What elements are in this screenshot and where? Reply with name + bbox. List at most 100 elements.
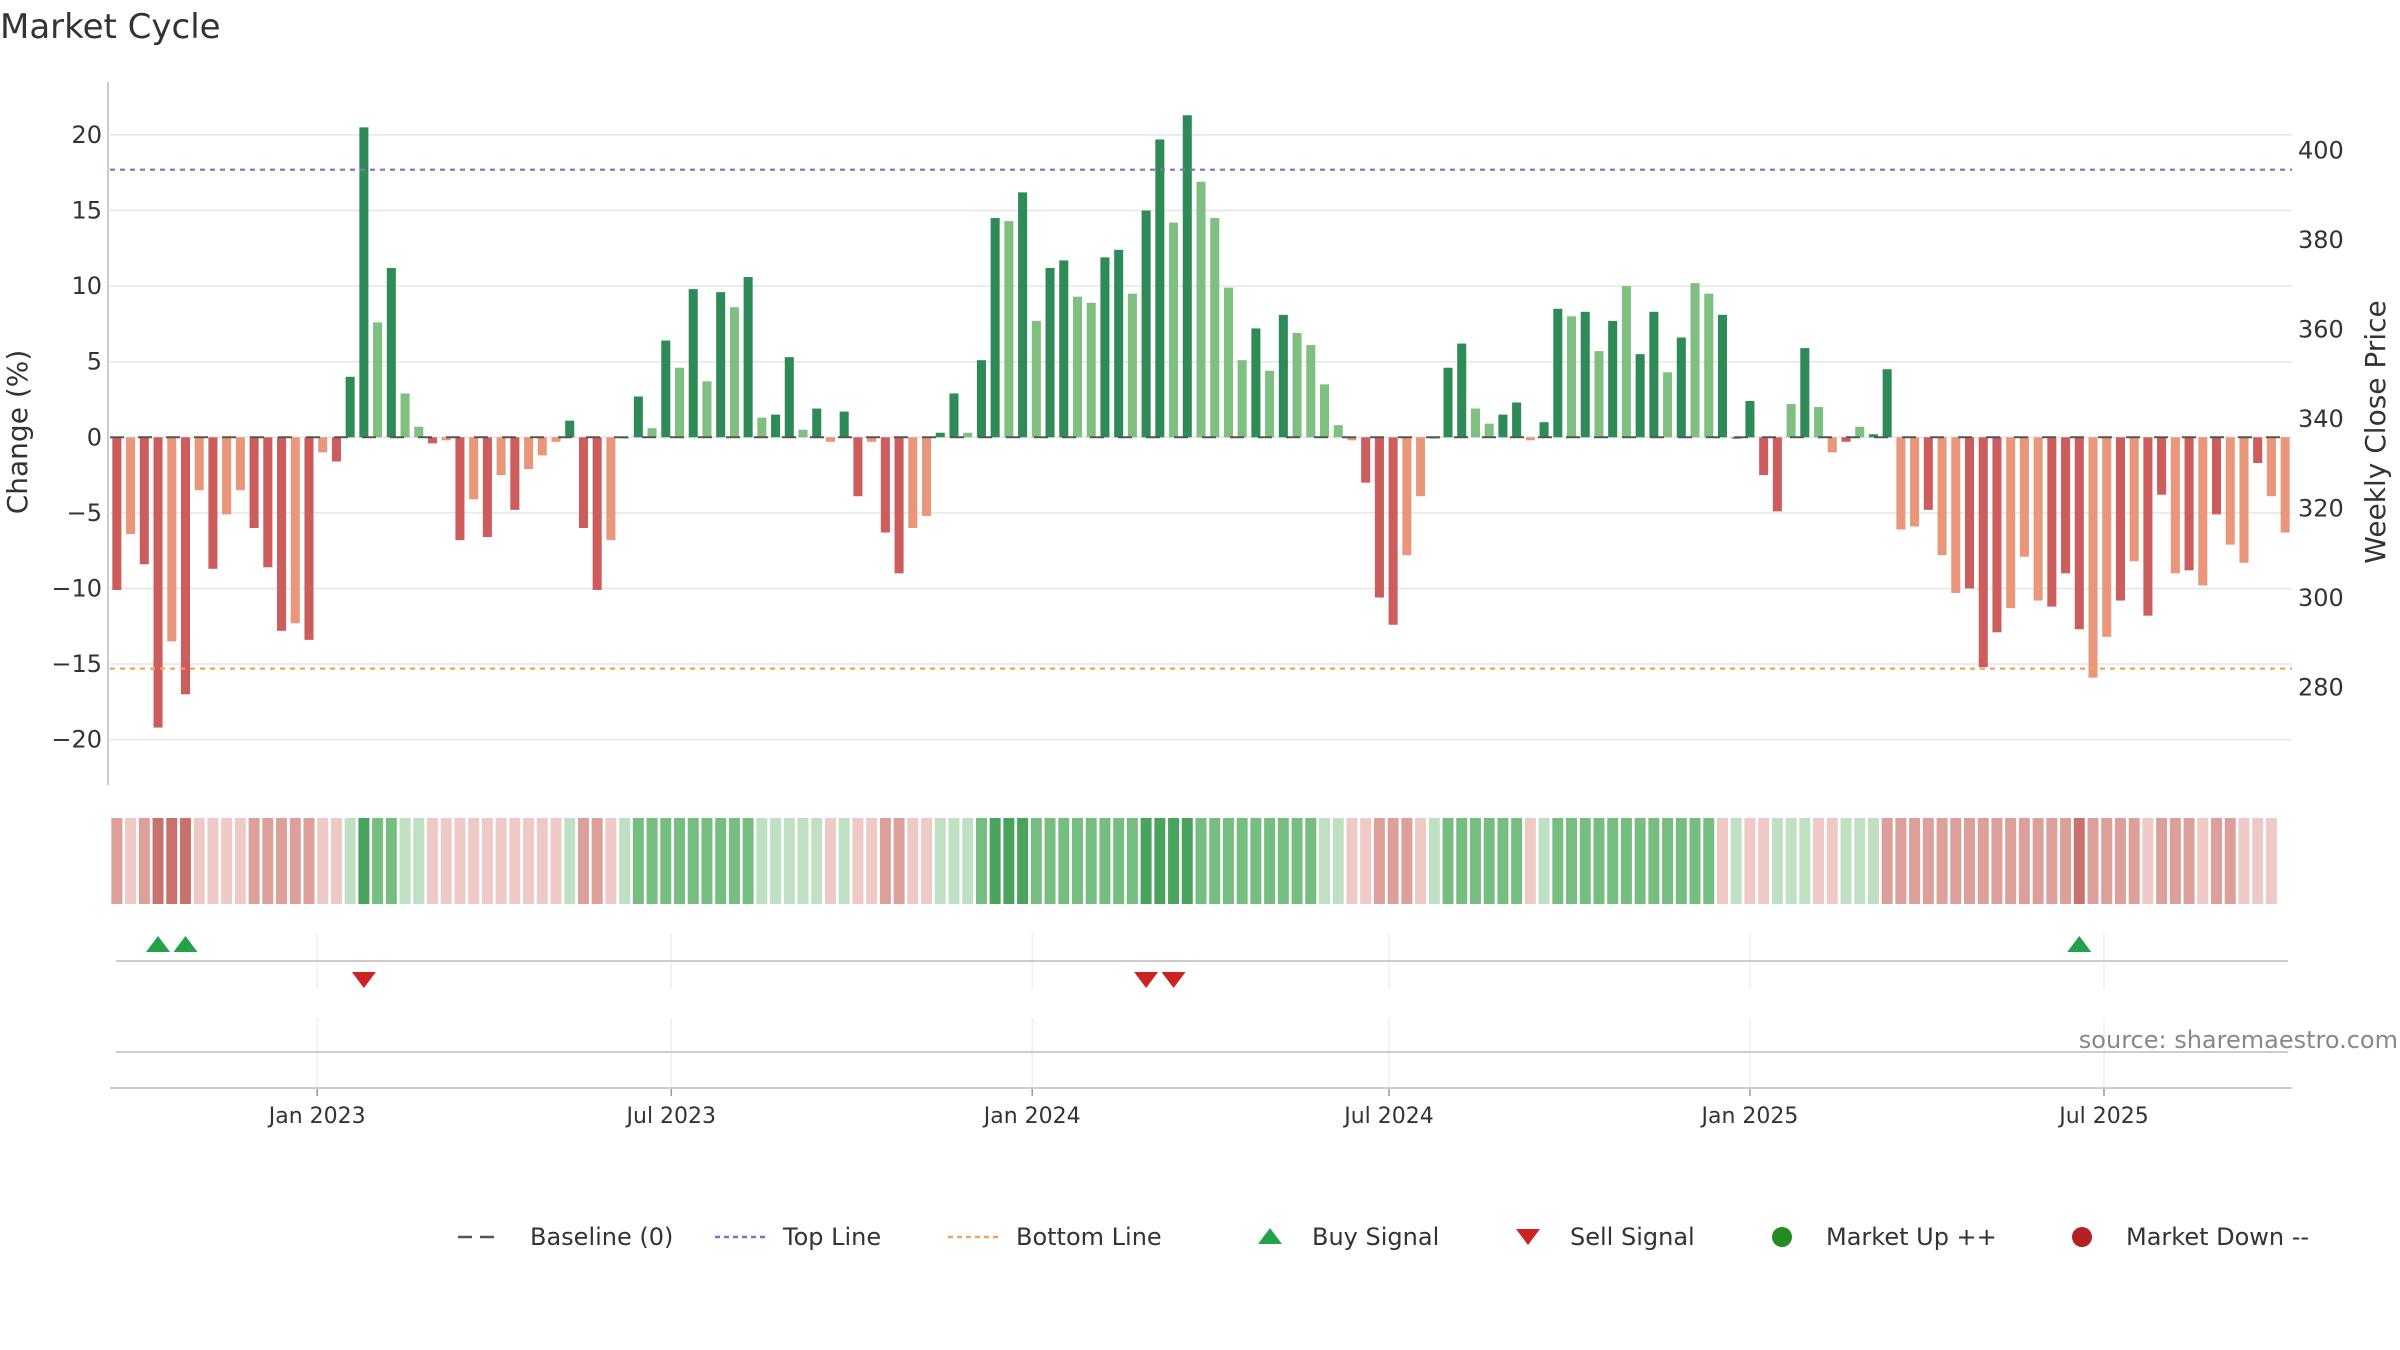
heat-cell (1044, 818, 1056, 904)
heat-cell (2101, 818, 2113, 904)
bar (1978, 437, 1988, 668)
heat-cell (207, 818, 219, 904)
bar (1814, 407, 1824, 438)
bar (482, 437, 492, 538)
heat-cell (1346, 818, 1358, 904)
bar (1512, 402, 1522, 438)
heat-cell (1620, 818, 1632, 904)
heat-cell (385, 818, 397, 904)
heat-cell (262, 818, 274, 904)
bar (126, 437, 136, 535)
heat-cell (1785, 818, 1797, 904)
signal-track (116, 933, 2288, 988)
heat-cell (1401, 818, 1413, 904)
bar (1951, 437, 1961, 593)
bar (633, 396, 643, 438)
heat-cell (1730, 818, 1742, 904)
bar (1621, 286, 1631, 438)
heat-cell (756, 818, 768, 904)
legend-item-sell: Sell Signal (1516, 1223, 1695, 1251)
heat-cell (138, 818, 150, 904)
y2-tick-label: 280 (2298, 673, 2344, 701)
heat-cell (179, 818, 191, 904)
heat-cell (1017, 818, 1029, 904)
heat-cell (1222, 818, 1234, 904)
heat-cell (1058, 818, 1070, 904)
source-note: source: sharemaestro.com (2079, 1026, 2398, 1054)
bar (1717, 314, 1728, 438)
bar (1416, 437, 1426, 497)
x-tick-label: Jul 2025 (2057, 1104, 2149, 1129)
bar (2102, 437, 2112, 637)
bar (1690, 283, 1700, 438)
bar (825, 437, 836, 442)
heat-cell (1428, 818, 1440, 904)
bar (1114, 249, 1124, 438)
bar (1223, 287, 1233, 438)
bar (1100, 257, 1110, 438)
heat-cell (317, 818, 329, 904)
heat-cell (1950, 818, 1962, 904)
legend-sell-icon (1516, 1229, 1540, 1245)
heat-cell (811, 818, 823, 904)
x-tick-label: Jan 2023 (267, 1104, 366, 1129)
x-date-ticks: Jan 2023 Jul 2023 Jan 2024 Jul 2024 Jan 2025… (110, 1087, 2292, 1129)
heat-cell (1126, 818, 1138, 904)
bar (1306, 345, 1316, 438)
chart-title: Market Cycle (0, 7, 221, 47)
bar (235, 437, 245, 491)
heat-cell (907, 818, 919, 904)
heat-cell (536, 818, 548, 904)
bar (1361, 437, 1371, 483)
bar (880, 437, 890, 533)
bar (1265, 370, 1275, 438)
regime-heat-strip (111, 818, 2277, 904)
bar (592, 437, 602, 590)
bar (2047, 437, 2057, 607)
heat-cell (1922, 818, 1934, 904)
heat-cell (1689, 818, 1701, 904)
heat-cell (1072, 818, 1083, 904)
heat-cell (715, 818, 727, 904)
bar (249, 437, 259, 528)
heat-cell (1277, 818, 1289, 904)
bar (867, 437, 877, 442)
legend-item-buy: Buy Signal (1258, 1223, 1439, 1251)
heat-cell (193, 818, 205, 904)
heat-cell (248, 818, 260, 904)
bars-group (112, 115, 2290, 728)
bar (1443, 367, 1453, 438)
bar (2006, 437, 2016, 609)
heat-cell (2224, 818, 2236, 904)
bar (1319, 384, 1330, 438)
bar (2211, 437, 2222, 515)
heat-cell (303, 818, 315, 904)
bar (318, 437, 328, 453)
heat-cell (454, 818, 466, 904)
y-tick-label: 20 (71, 121, 102, 149)
heat-cell (1936, 818, 1948, 904)
heat-cell (1291, 818, 1303, 904)
bar (1772, 437, 1782, 512)
bar (2115, 437, 2125, 601)
heat-cell (742, 818, 754, 904)
bar (551, 437, 561, 442)
bar (1470, 408, 1480, 438)
heat-cell (632, 818, 644, 904)
heat-cell (2252, 818, 2264, 904)
bar (277, 437, 287, 631)
heat-cell (1634, 818, 1646, 904)
heat-cell (2046, 818, 2058, 904)
heat-cell (1524, 818, 1536, 904)
heat-cell (660, 818, 672, 904)
bar (1278, 314, 1288, 438)
y-tick-label: −10 (51, 574, 102, 602)
heat-cell (1758, 818, 1770, 904)
y-tick-label: −5 (67, 499, 102, 527)
heat-cell (1991, 818, 2003, 904)
bar (153, 437, 163, 728)
bar (2184, 437, 2194, 571)
heat-cell (852, 818, 864, 904)
bar (1141, 210, 1151, 438)
